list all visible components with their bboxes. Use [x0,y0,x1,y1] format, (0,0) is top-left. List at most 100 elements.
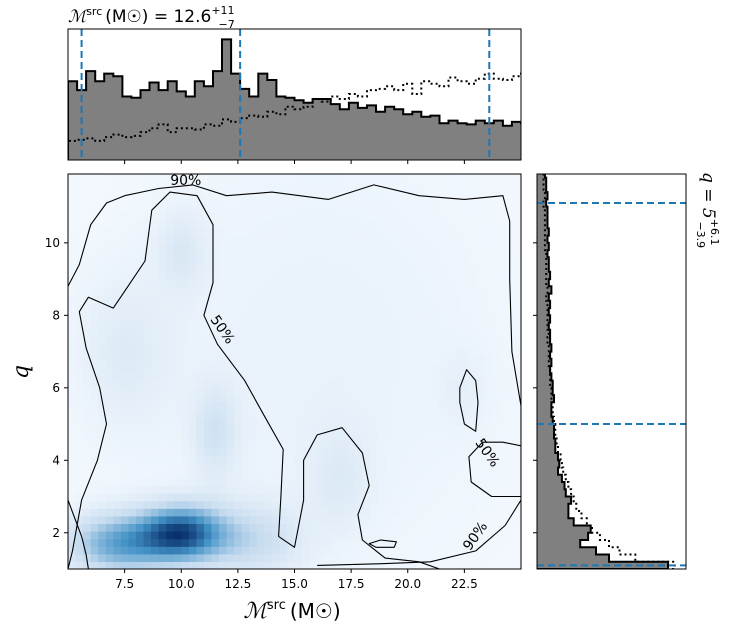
heatmap-cell [143,257,152,266]
heatmap-cell [324,181,333,190]
heatmap-cell [370,485,379,494]
heatmap-cell [324,493,333,502]
heatmap-cell [317,196,326,205]
heatmap-cell [453,379,462,388]
heatmap-cell [158,417,167,426]
heatmap-cell [339,394,348,403]
heatmap-cell [249,211,258,221]
heatmap-cell [90,303,99,312]
heatmap-cell [513,348,521,357]
heatmap-cell [415,485,424,494]
heatmap-cell [339,409,348,418]
heatmap-cell [256,325,265,335]
heatmap-cell [83,546,92,555]
heatmap-cell [468,455,477,464]
heatmap-cell [490,508,499,517]
heatmap-cell [143,538,152,547]
heatmap-cell [286,242,296,251]
heatmap-cell [135,227,145,236]
heatmap-cell [105,318,114,327]
heatmap-cell [113,523,122,532]
heatmap-cell [68,204,77,213]
heatmap-cell [294,318,303,327]
heatmap-cell [75,417,84,426]
heatmap-cell [483,287,492,297]
heatmap-cell [302,189,311,198]
heatmap-cell [120,432,129,441]
heatmap-cell [347,287,356,297]
heatmap-cell [105,424,114,433]
heatmap-cell [362,500,371,509]
heatmap-cell [105,401,114,411]
heatmap-cell [226,386,235,395]
heatmap-cell [505,310,515,319]
heatmap-cell [513,447,521,456]
heatmap-cell [453,561,462,569]
heatmap-cell [113,470,122,479]
heatmap-cell [385,280,394,289]
heatmap-cell [309,462,318,471]
heatmap-cell [505,379,515,388]
heatmap-cell [219,280,228,289]
heatmap-cell [203,477,213,487]
heatmap-cell [437,417,447,426]
heatmap-cell [445,470,454,479]
heatmap-cell [294,257,303,266]
heatmap-cell [294,333,303,342]
heatmap-cell [468,280,477,289]
heatmap-cell [256,272,265,281]
heatmap-cell [264,379,273,388]
heatmap-cell [188,356,197,365]
heatmap-cell [309,272,318,281]
heatmap-cell [317,500,326,509]
heatmap-cell [385,493,394,502]
heatmap-cell [475,295,484,304]
heatmap-cell [400,455,409,464]
heatmap-cell [468,356,477,365]
heatmap-cell [430,348,439,357]
heatmap-cell [483,485,492,494]
heatmap-cell [68,553,77,563]
heatmap-cell [324,379,333,388]
heatmap-cell [113,196,122,205]
heatmap-cell [286,348,296,357]
heatmap-cell [113,500,122,509]
heatmap-cell [181,386,190,395]
heatmap-cell [151,546,160,555]
heatmap-cell [430,295,439,304]
heatmap-cell [392,447,401,456]
heatmap-cell [475,508,484,517]
heatmap-cell [430,333,439,342]
heatmap-cell [422,515,431,525]
heatmap-cell [143,318,152,327]
heatmap-cell [234,394,243,403]
heatmap-cell [370,280,379,289]
heatmap-cell [279,333,288,342]
heatmap-cell [498,447,507,456]
heatmap-cell [475,424,484,433]
heatmap-cell [422,181,431,190]
heatmap-cell [370,174,379,183]
heatmap-cell [415,371,424,380]
heatmap-cell [437,470,447,479]
heatmap-cell [317,227,326,236]
heatmap-cell [68,280,77,289]
heatmap-cell [166,333,175,342]
heatmap-cell [279,303,288,312]
heatmap-cell [113,394,122,403]
heatmap-cell [128,424,137,433]
heatmap-cell [498,386,507,395]
heatmap-cell [256,348,265,357]
heatmap-cell [234,295,243,304]
heatmap-cell [128,531,137,540]
heatmap-cell [83,257,92,266]
heatmap-cell [203,561,213,569]
heatmap-cell [196,546,205,555]
heatmap-cell [135,455,145,464]
heatmap-cell [468,196,477,205]
heatmap-cell [90,348,99,357]
heatmap-cell [241,500,250,509]
heatmap-cell [158,401,167,411]
heatmap-cell [437,531,447,540]
heatmap-cell [437,333,447,342]
